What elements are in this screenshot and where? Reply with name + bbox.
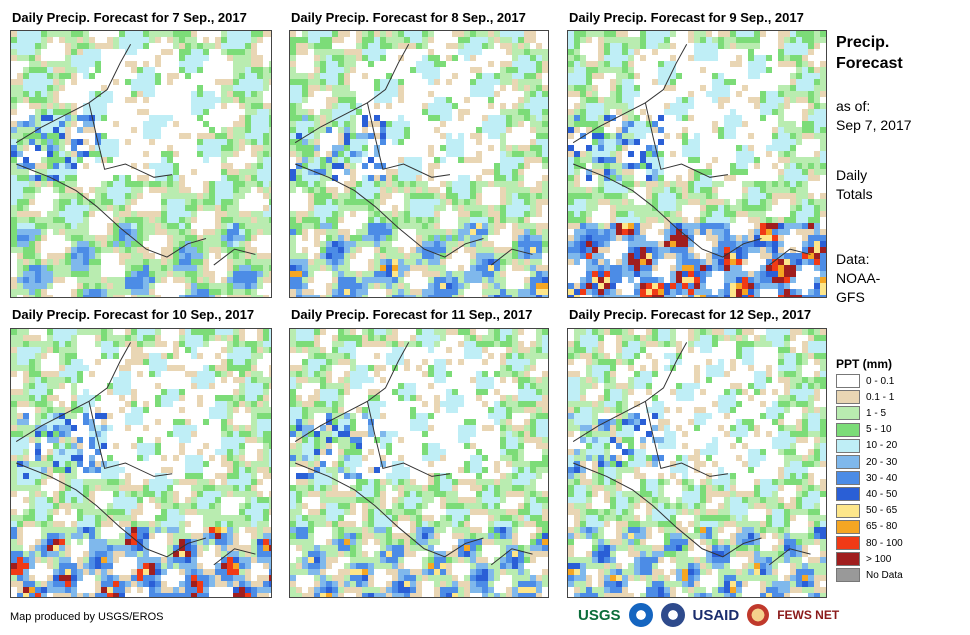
legend-swatch bbox=[836, 503, 860, 518]
precip-grid bbox=[568, 31, 826, 297]
legend-label: No Data bbox=[866, 569, 903, 581]
legend-swatch bbox=[836, 487, 860, 502]
noaa-logo bbox=[628, 603, 653, 627]
data-source: Data: NOAA- GFS bbox=[836, 250, 880, 307]
as-of-date: as of: Sep 7, 2017 bbox=[836, 97, 912, 135]
legend-swatch bbox=[836, 471, 860, 486]
usgs-logo: USGS bbox=[578, 606, 621, 624]
data-source-line2: NOAA- bbox=[836, 270, 881, 286]
logo-strip: USGS USAID FEWS NET bbox=[578, 601, 839, 629]
precip-map bbox=[10, 328, 272, 598]
legend-label: 0 - 0.1 bbox=[866, 375, 895, 387]
legend-item: No Data bbox=[836, 567, 903, 583]
precip-map bbox=[567, 30, 827, 298]
precip-map bbox=[567, 328, 827, 598]
precip-map bbox=[289, 30, 549, 298]
usaid-logo: USAID bbox=[692, 606, 740, 624]
fews-net-icon bbox=[747, 604, 770, 626]
legend-item: > 100 bbox=[836, 551, 891, 567]
legend-label: 80 - 100 bbox=[866, 537, 903, 549]
panel-title: Daily Precip. Forecast for 8 Sep., 2017 bbox=[291, 10, 526, 25]
legend-item: 1 - 5 bbox=[836, 405, 886, 421]
legend-label: 30 - 40 bbox=[866, 472, 898, 484]
panel-title: Daily Precip. Forecast for 10 Sep., 2017 bbox=[12, 307, 255, 322]
precip-map bbox=[10, 30, 272, 298]
data-source-line3: GFS bbox=[836, 289, 865, 305]
totals-label: Daily Totals bbox=[836, 166, 873, 204]
legend-title: PPT (mm) bbox=[836, 357, 893, 371]
as-of-value: Sep 7, 2017 bbox=[836, 117, 912, 133]
legend-item: 30 - 40 bbox=[836, 470, 897, 486]
precip-grid bbox=[290, 31, 548, 297]
legend-swatch bbox=[836, 406, 860, 421]
legend-swatch bbox=[836, 390, 860, 405]
fews-net-logo: FEWS NET bbox=[777, 608, 840, 622]
legend-swatch bbox=[836, 519, 860, 534]
legend-label: 50 - 65 bbox=[866, 505, 898, 517]
legend-item: 10 - 20 bbox=[836, 438, 897, 454]
legend-swatch bbox=[836, 455, 860, 469]
legend-label: 0.1 - 1 bbox=[866, 391, 895, 403]
panel-title: Daily Precip. Forecast for 9 Sep., 2017 bbox=[569, 10, 804, 25]
legend-swatch bbox=[836, 552, 860, 567]
legend-item: 5 - 10 bbox=[836, 422, 892, 438]
precip-grid bbox=[290, 329, 548, 597]
legend-label: 1 - 5 bbox=[866, 407, 887, 419]
legend-swatch bbox=[836, 422, 860, 437]
legend-item: 0 - 0.1 bbox=[836, 373, 894, 389]
precip-map bbox=[289, 328, 549, 598]
dhs-seal-icon bbox=[660, 603, 685, 627]
totals-line1: Daily bbox=[836, 167, 868, 183]
legend-item: 40 - 50 bbox=[836, 486, 897, 502]
legend-label: 5 - 10 bbox=[866, 424, 892, 436]
precip-grid bbox=[11, 329, 271, 597]
legend-swatch bbox=[836, 374, 860, 388]
panel-title: Daily Precip. Forecast for 11 Sep., 2017 bbox=[291, 307, 533, 322]
legend-label: > 100 bbox=[866, 553, 892, 565]
legend-swatch bbox=[836, 568, 860, 583]
precip-grid bbox=[11, 31, 271, 297]
legend-swatch bbox=[836, 536, 860, 550]
totals-line2: Totals bbox=[836, 186, 873, 202]
legend-label: 40 - 50 bbox=[866, 488, 898, 500]
sidebar-title-line1: Precip. bbox=[836, 34, 890, 51]
legend-label: 10 - 20 bbox=[866, 440, 898, 452]
sidebar-title-line2: Forecast bbox=[836, 55, 903, 72]
data-source-line1: Data: bbox=[836, 251, 870, 267]
legend-swatch bbox=[836, 438, 860, 453]
legend-label: 20 - 30 bbox=[866, 456, 898, 468]
as-of-label: as of: bbox=[836, 98, 871, 114]
legend-item: 20 - 30 bbox=[836, 454, 897, 470]
panel-title: Daily Precip. Forecast for 12 Sep., 2017 bbox=[569, 307, 812, 322]
legend-item: 0.1 - 1 bbox=[836, 389, 894, 405]
precip-grid bbox=[568, 329, 826, 597]
legend-item: 65 - 80 bbox=[836, 519, 897, 535]
legend-label: 65 - 80 bbox=[866, 521, 898, 533]
sidebar-title: Precip. Forecast bbox=[836, 32, 903, 74]
panel-title: Daily Precip. Forecast for 7 Sep., 2017 bbox=[12, 10, 247, 25]
legend-item: 80 - 100 bbox=[836, 535, 903, 551]
legend-item: 50 - 65 bbox=[836, 503, 897, 519]
map-credit: Map produced by USGS/EROS bbox=[10, 611, 164, 623]
